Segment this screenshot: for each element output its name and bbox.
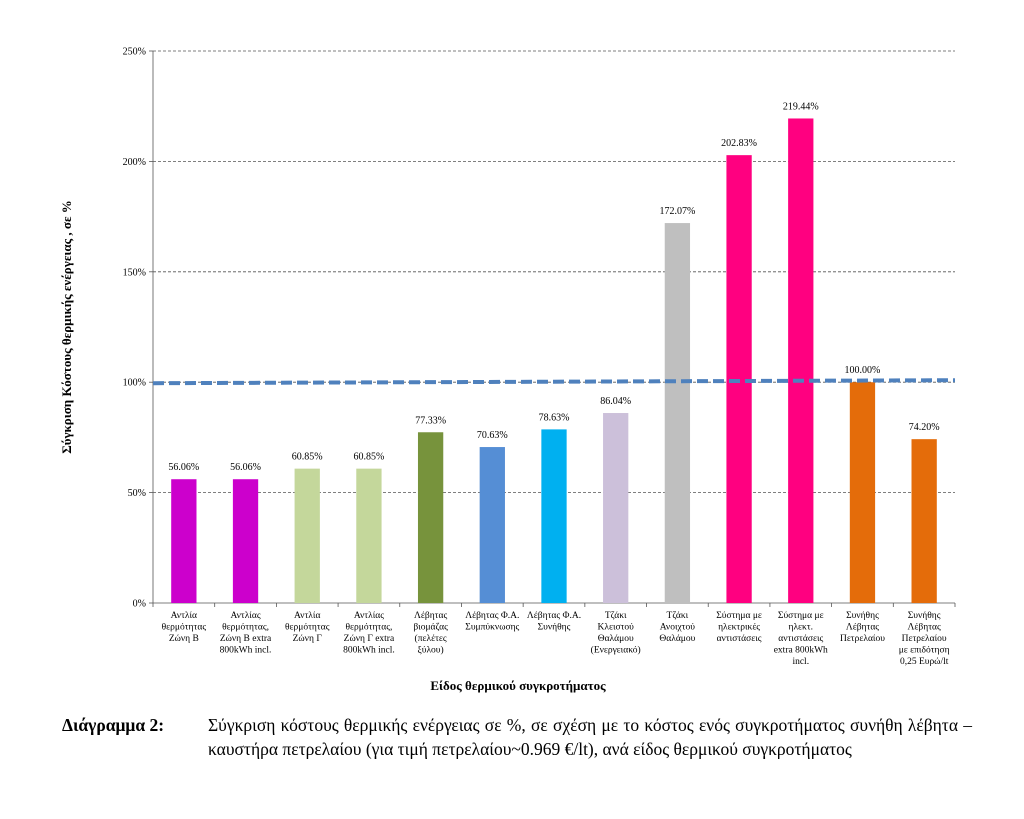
data-label: 77.33% (415, 415, 446, 426)
data-label: 202.83% (721, 138, 757, 149)
y-tick-label: 200% (123, 157, 146, 168)
category-label: Τζάκι Κλειστού Θαλάμου (Ενεργειακό) (591, 610, 641, 656)
category-label: Λέβητας βιομάζας (πελέτες ξύλου) (413, 611, 448, 656)
bar (603, 413, 629, 603)
y-tick-label: 150% (123, 267, 146, 278)
y-axis-title: Σύγκριση Κόστους θερμικής ενέργειας , σε… (59, 200, 74, 454)
data-label: 100.00% (845, 365, 881, 376)
bar (541, 429, 567, 603)
y-tick-label: 0% (133, 599, 146, 610)
category-label: Αντλίας θερμότητας, Ζώνη Β extra 800kWh inc… (220, 611, 272, 656)
bar (664, 223, 691, 603)
data-label: 56.06% (168, 462, 199, 473)
y-tick-label: 250% (123, 47, 146, 58)
bar-chart: 0% 50% 100% 150% 200% 250% 56.06% 56.06% 60.85%… (59, 47, 956, 693)
category-label: Αντλίας θερμότητας, Ζώνη Γ extra 800kWh inc… (343, 611, 395, 656)
y-tick-label: 50% (128, 488, 146, 499)
data-label: 172.07% (659, 206, 695, 217)
category-label: Σύστημα με ηλεκτ. αντιστάσεις extra 800kWh i… (774, 611, 828, 667)
data-label: 60.85% (354, 452, 385, 463)
category-label: Αντλία θερμότητας Ζώνη Β (162, 611, 207, 644)
data-label: 86.04% (600, 396, 631, 407)
bar (294, 468, 320, 603)
bar (788, 118, 814, 604)
data-label: 70.63% (477, 430, 508, 441)
reference-line-group (152, 378, 956, 386)
category-label: Λέβητας Φ.Α. Συνήθης (527, 611, 581, 633)
bar (356, 468, 382, 603)
category-label: Συνήθης Λέβητας Πετρελαίου με επιδότηση 0,25… (899, 611, 950, 667)
data-label: 219.44% (783, 101, 819, 112)
bar (849, 382, 876, 603)
category-label: Λέβητας Φ.Α. Συμπύκνωσης (465, 611, 519, 633)
bars (171, 118, 937, 604)
category-label: Τζάκι Ανοιχτού Θαλάμου (659, 610, 695, 644)
data-labels: 56.06% 56.06% 60.85% 60.85% 77.33% 70.63% 78.6… (168, 101, 939, 473)
data-label: 60.85% (292, 452, 323, 463)
bar (911, 439, 937, 603)
y-tick-label: 100% (123, 378, 146, 389)
bar (171, 479, 197, 603)
category-label: Συνήθης Λέβητας Πετρελαίου (840, 611, 885, 644)
data-label: 78.63% (539, 412, 570, 423)
data-label: 56.06% (230, 462, 261, 473)
caption-text: Σύγκριση κόστους θερμικής ενέργειας σε %… (208, 715, 972, 759)
x-axis-categories: Αντλία θερμότητας Ζώνη Β Αντλίας θερμότητας,… (152, 603, 956, 667)
bar (232, 479, 259, 603)
bar (479, 447, 505, 603)
category-label: Αντλία θερμότητας Ζώνη Γ (285, 611, 330, 644)
data-label: 74.20% (909, 422, 940, 433)
category-label: Σύστημα με ηλεκτρικές αντιστάσεις (716, 611, 762, 644)
gridlines (153, 50, 955, 494)
caption-number: Διάγραμμα 2: (62, 715, 165, 735)
reference-line (152, 378, 956, 386)
bar (417, 432, 444, 603)
x-axis-title: Είδος θερμικού συγκροτήματος (430, 678, 606, 693)
